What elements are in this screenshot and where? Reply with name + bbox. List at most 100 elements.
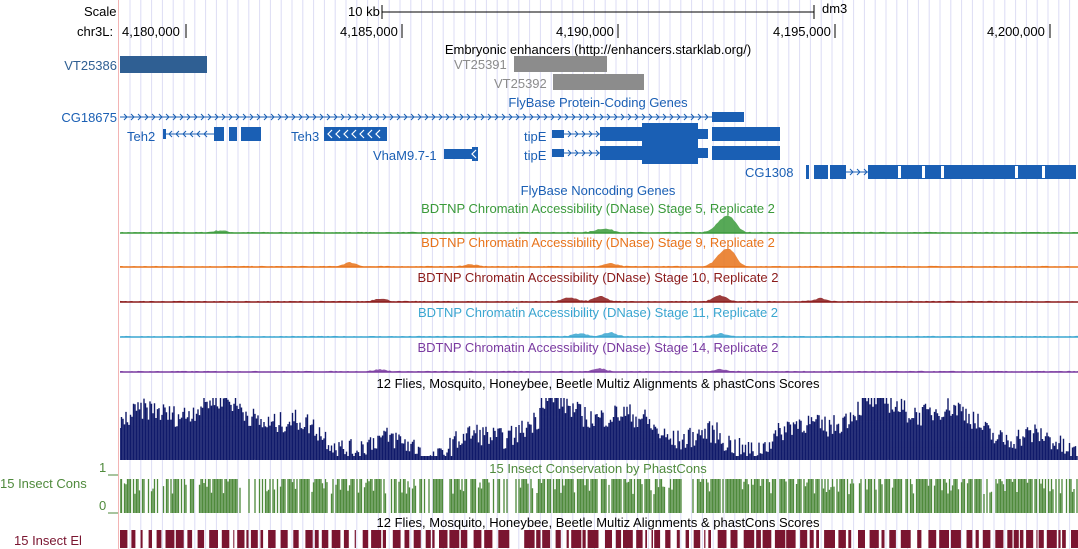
conserved-element (268, 530, 276, 548)
conserved-element (542, 530, 551, 548)
strand-arrow (189, 130, 194, 138)
dnase-signal[interactable] (120, 248, 1078, 268)
exon-block (712, 112, 744, 122)
strand-arrow (182, 130, 187, 138)
dnase-signal[interactable] (120, 214, 1078, 234)
conserved-element (858, 530, 865, 548)
strand-arrow (359, 129, 365, 139)
conserved-element (473, 530, 482, 548)
gene-label[interactable]: Teh3 (291, 129, 320, 144)
conserved-element (555, 530, 561, 548)
dnase-track-title[interactable]: BDTNP Chromatin Accessibility (DNase) St… (417, 340, 779, 355)
exon-block (552, 149, 564, 157)
dnase-track-title[interactable]: BDTNP Chromatin Accessibility (DNase) St… (417, 305, 779, 320)
enhancer-label[interactable]: VT25386 (64, 58, 117, 73)
enhancer-feature[interactable] (553, 74, 644, 90)
conserved-element (708, 530, 711, 548)
strand-arrow (588, 149, 593, 157)
conserved-element (175, 530, 184, 548)
enhancer-label[interactable]: VT25391 (454, 57, 507, 72)
multiz-conservation-plot[interactable] (120, 392, 1078, 460)
exon-block (552, 130, 564, 138)
strand-arrow (620, 113, 625, 121)
phastcons-left-label[interactable]: 15 Insect Cons (0, 476, 87, 491)
dnase-signal[interactable] (120, 318, 1078, 338)
strand-arrow (627, 113, 632, 121)
conserved-element (869, 530, 879, 548)
strand-arrow (466, 113, 471, 121)
conserved-element (1036, 530, 1038, 548)
strand-arrow (207, 113, 212, 121)
enhancers-track-title[interactable]: Embryonic enhancers (http://enhancers.st… (444, 42, 752, 57)
exon-block (229, 127, 237, 141)
gene-label[interactable]: Teh2 (127, 129, 156, 144)
strand-arrow (270, 113, 275, 121)
strand-arrow (263, 113, 268, 121)
enhancer-feature[interactable] (120, 56, 207, 73)
strand-arrow (452, 113, 457, 121)
gene-label[interactable]: tipE (524, 129, 547, 144)
conserved-element (221, 530, 230, 548)
exon-block (642, 123, 698, 145)
conserved-element (605, 530, 612, 548)
enhancer-feature[interactable] (514, 56, 607, 72)
dnase-track-title[interactable]: BDTNP Chromatin Accessibility (DNase) St… (421, 201, 775, 216)
conserved-element (975, 530, 979, 548)
conserved-element (636, 530, 643, 548)
strand-arrow (333, 113, 338, 121)
scale-bar (381, 5, 815, 19)
multiz-track-title[interactable]: 12 Flies, Mosquito, Honeybee, Beetle Mul… (376, 376, 820, 391)
strand-arrow (298, 113, 303, 121)
strand-arrow (574, 130, 579, 138)
gene-models[interactable] (0, 105, 1078, 187)
strand-arrow (863, 168, 868, 176)
noncoding-track-title[interactable]: FlyBase Noncoding Genes (520, 183, 676, 198)
strand-arrow (704, 113, 709, 121)
conserved-element (524, 530, 535, 548)
dnase-track-title[interactable]: BDTNP Chromatin Accessibility (DNase) St… (421, 235, 775, 250)
dnase-track-title[interactable]: BDTNP Chromatin Accessibility (DNase) St… (417, 270, 779, 285)
exon-block (868, 165, 1076, 179)
strand-arrow (471, 149, 477, 159)
conserved-element (774, 530, 786, 548)
conserved-element (676, 530, 680, 548)
scale-value: 10 kb (348, 4, 380, 19)
conserved-element (939, 530, 949, 548)
conserved-element (800, 530, 808, 548)
conserved-element (995, 530, 1004, 548)
strand-arrow (172, 113, 177, 121)
gene-label[interactable]: VhaM9.7-1 (373, 148, 437, 163)
strand-arrow (536, 113, 541, 121)
dnase-signal[interactable] (120, 353, 1078, 373)
conserved-element (1058, 530, 1061, 548)
strand-arrow (557, 113, 562, 121)
phastcons-bars (120, 479, 1078, 513)
conserved-element (615, 530, 622, 548)
conserved-element (623, 530, 633, 548)
strand-arrow (595, 149, 600, 157)
position-label: 4,195,000 (773, 24, 831, 39)
strand-arrow (144, 113, 149, 121)
strand-arrow (343, 129, 349, 139)
conserved-elements[interactable] (120, 530, 1078, 548)
conserved-element (881, 530, 885, 548)
conserved-element (1062, 530, 1066, 548)
strand-arrow (196, 130, 201, 138)
enhancer-label[interactable]: VT25392 (494, 76, 547, 91)
exon-block (806, 165, 809, 179)
phastcons-track-title[interactable]: 15 Insect Conservation by PhastCons (489, 461, 707, 476)
conserved-element (816, 530, 819, 548)
gene-label[interactable]: tipE (524, 148, 547, 163)
elements-left-label[interactable]: 15 Insect El (14, 533, 82, 548)
phastcons-plot[interactable] (120, 475, 1078, 513)
strand-arrow (367, 129, 373, 139)
gene-label[interactable]: CG18675 (61, 110, 117, 125)
gene-label[interactable]: CG1308 (745, 165, 794, 180)
strand-arrow (648, 113, 653, 121)
elements-track-title[interactable]: 12 Flies, Mosquito, Honeybee, Beetle Mul… (376, 515, 820, 530)
genes-track-title[interactable]: FlyBase Protein-Coding Genes (508, 95, 688, 110)
exon-block (600, 127, 642, 141)
dnase-signal[interactable] (120, 283, 1078, 303)
conserved-element (582, 530, 586, 548)
